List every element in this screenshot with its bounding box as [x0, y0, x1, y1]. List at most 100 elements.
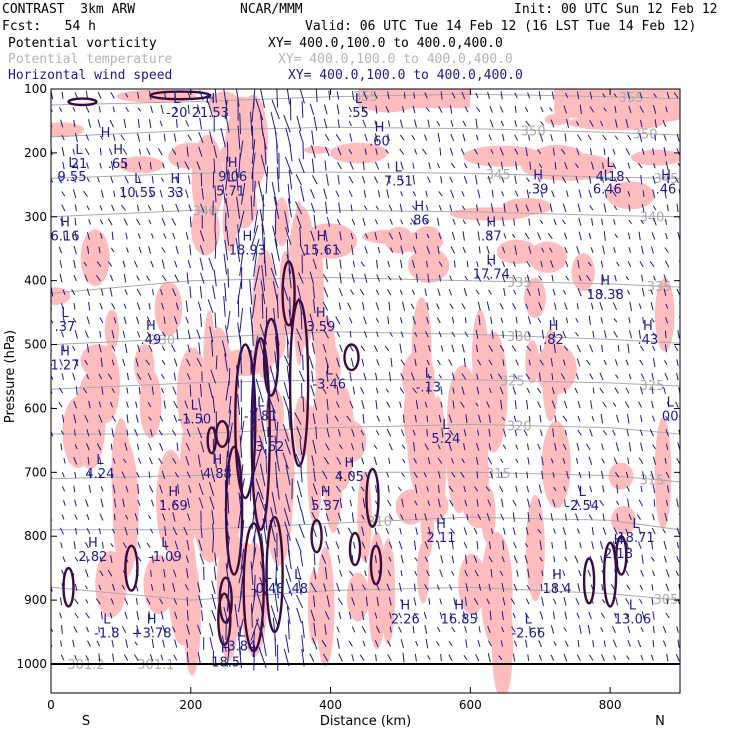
- pv-contour-line: [310, 519, 323, 554]
- extremum-value: 3.59: [306, 320, 335, 335]
- theta-contour-label: 301.1: [137, 658, 174, 673]
- init-time: Init: 00 UTC Sun 12 Feb 12: [514, 2, 718, 17]
- extremum-marker: H: [171, 172, 181, 187]
- pv-shaded-region: [172, 142, 210, 158]
- extremum-marker: H: [60, 344, 70, 359]
- x-tick-label: 800: [599, 698, 622, 712]
- org-label: NCAR/MMM: [240, 2, 303, 17]
- extremum-value: 2.26: [391, 613, 420, 628]
- extremum-value: -.13: [416, 381, 441, 396]
- y-axis-title: Pressure (hPa): [3, 330, 18, 423]
- pv-contour-line: [250, 337, 271, 532]
- extremum-marker: L: [442, 418, 450, 433]
- pv-shaded-region: [95, 551, 127, 618]
- pv-shaded-region: [118, 156, 164, 174]
- extremum-marker: H: [60, 215, 70, 230]
- pv-shaded-region: [143, 554, 175, 615]
- x-tick-label: 400: [319, 698, 342, 712]
- extremum-value: 7.51: [384, 174, 413, 189]
- y-tick-label: 300: [24, 210, 47, 224]
- pv-shaded-region: [611, 506, 637, 535]
- extremum-marker: H: [221, 641, 231, 656]
- pv-shaded-region: [307, 569, 321, 645]
- pv-shaded-region: [528, 241, 567, 273]
- x-tick-label: 0: [47, 698, 55, 712]
- pv-shaded-region: [191, 203, 220, 256]
- extremum-marker: H: [146, 319, 156, 334]
- pv-shaded-region: [104, 309, 120, 350]
- theta-contour-label: 345: [486, 168, 511, 183]
- extremum-marker: H: [436, 517, 446, 532]
- theta-contour-label: 310: [367, 515, 392, 530]
- extremum-value: .60: [369, 135, 390, 150]
- pv-shaded-region: [412, 226, 443, 255]
- extremum-marker: H: [228, 156, 238, 171]
- field-xy-theta: XY= 400.0,100.0 to 400.0,400.0: [278, 52, 513, 67]
- extremum-marker: L: [257, 395, 265, 410]
- extremum-marker: H: [643, 319, 653, 334]
- theta-contour-label: 320: [507, 420, 532, 435]
- extremum-value: .43: [638, 333, 659, 348]
- theta-contour-label: 335: [647, 280, 672, 295]
- y-tick-label: 800: [24, 529, 47, 543]
- pv-contour-line: [369, 544, 383, 586]
- extremum-value: 1.27: [51, 358, 80, 373]
- theta-contour-label: 301.2: [67, 658, 104, 673]
- pv-shaded-region: [384, 226, 414, 254]
- extremum-marker: H: [316, 306, 326, 321]
- pv-shaded-region: [303, 145, 331, 154]
- pv-shaded-region: [51, 287, 71, 305]
- theta-contour-label: 345: [654, 172, 679, 187]
- extremum-value: 18.93: [229, 243, 266, 258]
- extremum-value: -0.48: [251, 582, 285, 597]
- extremum-marker: L: [579, 485, 587, 500]
- extremum-marker: L: [632, 517, 640, 532]
- pv-shaded-region: [480, 486, 496, 543]
- extremum-value: 10.55: [119, 186, 156, 201]
- field-xy-wind: XY= 400.0,100.0 to 400.0,400.0: [288, 68, 523, 83]
- y-tick-label: 1000: [16, 657, 47, 671]
- theta-contour-line: [51, 171, 680, 179]
- extremum-marker: L: [103, 613, 111, 628]
- extremum-value: .87: [481, 229, 502, 244]
- extremum-marker: H: [101, 126, 111, 141]
- pv-shaded-region: [458, 553, 486, 615]
- extremum-marker: L: [75, 143, 83, 158]
- extremum-marker: L: [61, 306, 69, 321]
- extremum-value: 6.46: [593, 183, 622, 198]
- field-xy-pv: XY= 400.0,100.0 to 400.0,400.0: [268, 36, 503, 51]
- theta-contour-label: 315: [486, 467, 511, 482]
- theta-contour-line: [51, 379, 680, 390]
- x-axis-title: Distance (km): [320, 714, 411, 729]
- y-tick-label: 700: [24, 465, 47, 479]
- extremum-value: -20: [166, 106, 187, 121]
- pv-contour-line: [206, 426, 217, 455]
- extremum-value: 2.82: [78, 550, 107, 565]
- extremum-value: 16.85: [441, 613, 478, 628]
- extremum-value: 18.71: [617, 531, 654, 546]
- extremum-value: 2.11: [427, 531, 456, 546]
- theta-contour-line: [51, 93, 680, 106]
- pv-contour-line: [218, 576, 233, 624]
- y-tick-label: 400: [24, 274, 47, 288]
- theta-contour-label: 330: [507, 330, 532, 345]
- pv-shaded-region: [346, 572, 370, 622]
- extremum-marker: H: [113, 143, 123, 158]
- extremum-value: .37: [55, 320, 76, 335]
- theta-contour-label: 325: [640, 379, 665, 394]
- extremum-value: 2.18: [604, 547, 633, 562]
- pv-shaded-region: [357, 471, 372, 563]
- pv-contour-line: [62, 566, 75, 608]
- extremum-marker: H: [88, 536, 98, 551]
- extremum-value: 18.5: [211, 655, 240, 670]
- extremum-value: -1.50: [177, 413, 211, 428]
- extremum-value: -1.81: [244, 409, 278, 424]
- extremum-marker: L: [96, 453, 104, 468]
- y-tick-label: 900: [24, 593, 47, 607]
- valid-time: Valid: 06 UTC Tue 14 Feb 12 (16 LST Tue …: [305, 19, 697, 34]
- extremum-marker: H: [661, 169, 671, 184]
- forecast-hour: Fcst: 54 h: [2, 19, 96, 34]
- extremum-marker: H: [600, 274, 610, 289]
- pv-shaded-region: [535, 343, 577, 395]
